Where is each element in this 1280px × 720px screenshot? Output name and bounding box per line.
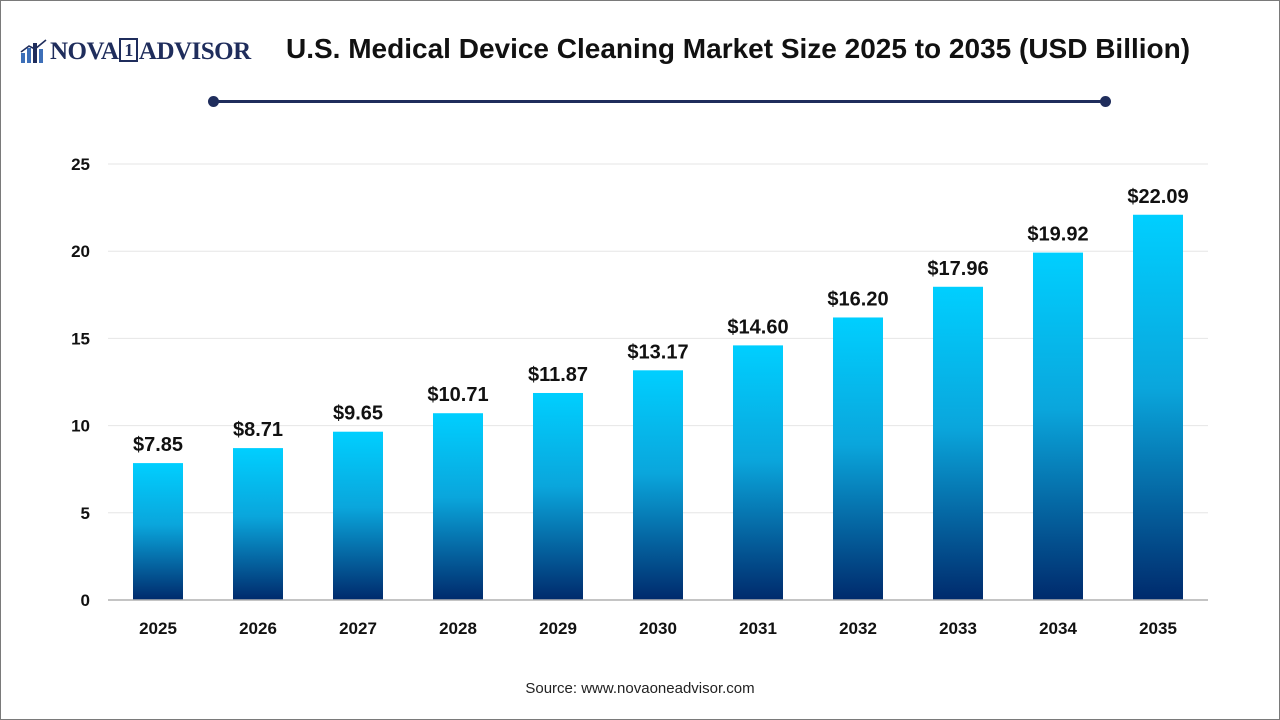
- bar-value-label: $7.85: [133, 434, 183, 456]
- bar-value-label: $16.20: [827, 288, 888, 310]
- divider-right-dot: [1100, 96, 1111, 107]
- y-tick-label: 5: [81, 504, 90, 523]
- x-tick-label: 2033: [939, 619, 977, 638]
- x-tick-label: 2032: [839, 619, 877, 638]
- bar-value-label: $10.71: [427, 384, 488, 406]
- y-tick-label: 20: [71, 242, 90, 261]
- bar: [933, 286, 983, 600]
- bar: [833, 317, 883, 600]
- x-tick-label: 2030: [639, 619, 677, 638]
- x-tick-label: 2028: [439, 619, 477, 638]
- bar: [133, 463, 183, 600]
- y-tick-label: 10: [71, 417, 90, 436]
- chart-title: U.S. Medical Device Cleaning Market Size…: [286, 33, 1191, 64]
- x-tick-label: 2026: [239, 619, 277, 638]
- divider-left-dot: [208, 96, 219, 107]
- logo-wordmark: NOVA 1 ADVISOR: [50, 38, 251, 66]
- bar-value-label: $8.71: [233, 419, 283, 441]
- logo-text-one: 1: [119, 38, 138, 62]
- bar: [433, 413, 483, 600]
- x-tick-label: 2025: [139, 619, 177, 638]
- logo-text-nova: NOVA: [50, 38, 119, 65]
- bar-value-label: $11.87: [528, 364, 588, 386]
- x-tick-label: 2034: [1039, 619, 1077, 638]
- bar-chart-logo-icon: [20, 39, 47, 63]
- y-tick-label: 25: [71, 155, 90, 174]
- bar: [233, 448, 283, 600]
- bar-value-label: $22.09: [1127, 186, 1188, 208]
- title-divider: [213, 100, 1106, 103]
- y-tick-label: 15: [71, 329, 90, 348]
- y-tick-label: 0: [81, 591, 90, 610]
- x-tick-label: 2031: [739, 619, 777, 638]
- bar: [1133, 214, 1183, 600]
- bar: [733, 345, 783, 600]
- bar: [633, 370, 683, 600]
- brand-logo: NOVA 1 ADVISOR: [20, 35, 251, 69]
- bar-value-label: $14.60: [727, 316, 788, 338]
- bar-value-label: $13.17: [627, 341, 688, 363]
- bar-value-label: $9.65: [333, 403, 383, 425]
- bars: [133, 214, 1183, 600]
- logo-text-advisor: ADVISOR: [138, 38, 251, 65]
- bar: [1033, 252, 1083, 600]
- bar: [533, 392, 583, 600]
- bar-value-label: $17.96: [927, 258, 988, 280]
- data-labels: $7.85 $8.71 $9.65 $10.71 $11.87 $13.17 $14.60 $…: [133, 186, 1189, 456]
- x-tick-label: 2035: [1139, 619, 1177, 638]
- x-tick-label: 2029: [539, 619, 577, 638]
- bar-value-label: $19.92: [1027, 224, 1088, 246]
- x-tick-label: 2027: [339, 619, 377, 638]
- source-note: Source: www.novaoneadvisor.com: [525, 680, 755, 697]
- bar: [333, 431, 383, 600]
